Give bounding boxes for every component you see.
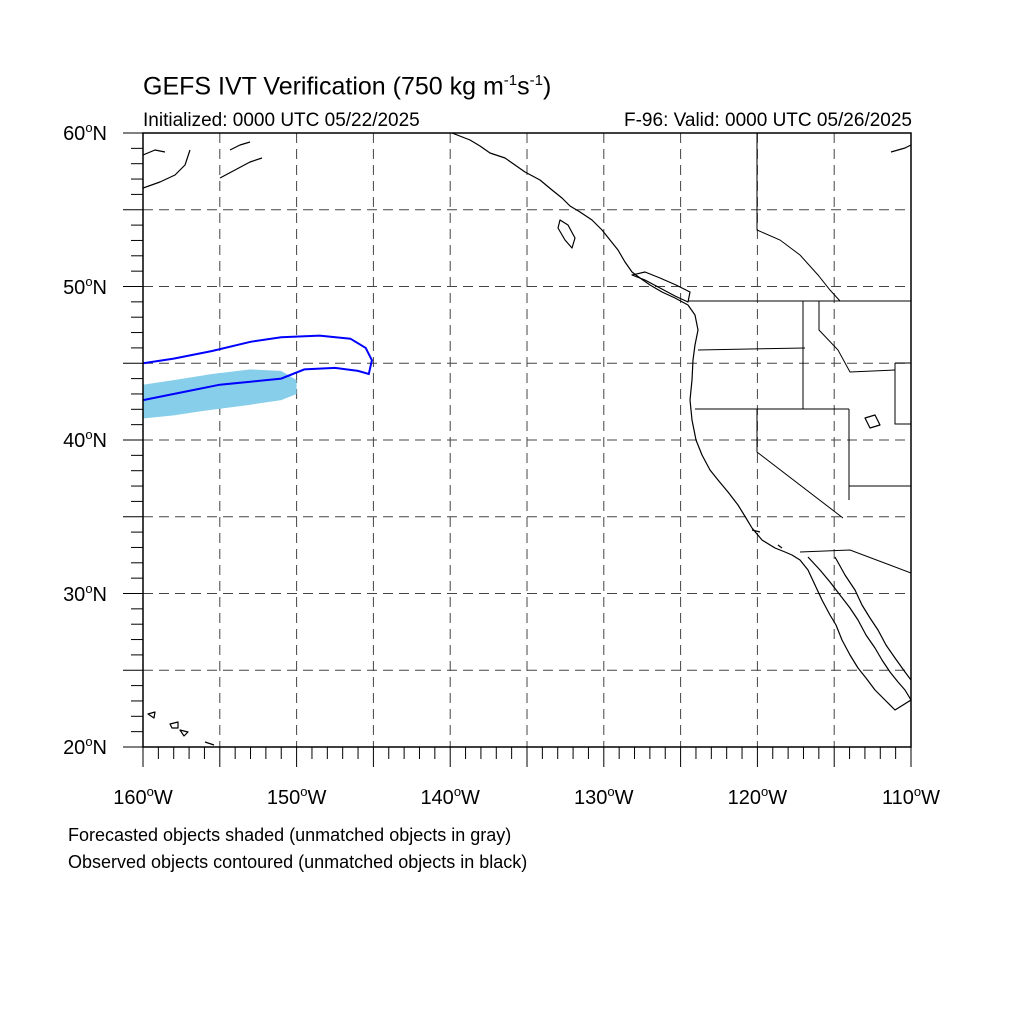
forecast-note: Forecasted objects shaded (unmatched obj…: [68, 825, 512, 845]
initialized-time: Initialized: 0000 UTC 05/22/2025: [143, 110, 420, 131]
axis-ticks: [123, 132, 912, 767]
observed-note: Observed objects contoured (unmatched ob…: [68, 852, 528, 872]
lon-label: 130oW: [574, 784, 634, 809]
lon-label: 120oW: [727, 784, 788, 809]
graticule-grid: [143, 133, 911, 747]
lon-label: 160oW: [113, 784, 173, 809]
lat-label: 40oN: [63, 427, 107, 452]
lon-label: 150oW: [266, 784, 327, 809]
observed-ivt-contour: [143, 334, 373, 402]
lat-label: 20oN: [63, 734, 107, 759]
valid-time: F-96: Valid: 0000 UTC 05/26/2025: [624, 110, 912, 131]
chart-title: GEFS IVT Verification (750 kg m-1s-1): [143, 72, 552, 101]
lon-label: 110oW: [881, 784, 940, 809]
coastlines: [143, 133, 911, 746]
lon-label: 140oW: [420, 784, 480, 809]
lat-label: 50oN: [63, 273, 107, 299]
lat-label: 60oN: [63, 120, 107, 145]
lat-label: 30oN: [63, 580, 107, 606]
state-borders: [688, 133, 911, 574]
